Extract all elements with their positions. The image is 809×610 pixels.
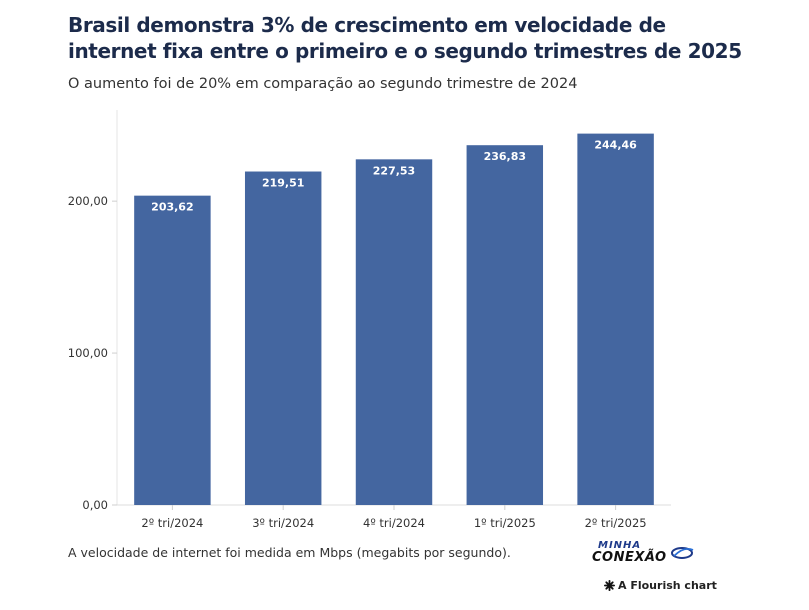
logo-line1: MINHA [598,540,642,551]
bar[interactable] [466,145,544,506]
x-tick-label: 1º tri/2025 [474,516,536,530]
bar[interactable] [134,195,211,505]
y-tick-label: 0,00 [82,498,108,512]
chart-subtitle: O aumento foi de 20% em comparação ao se… [68,76,578,92]
bar[interactable] [244,171,322,505]
y-tick-label: 100,00 [68,346,108,360]
minha-conexao-logo: MINHA CONEXÃO [592,538,702,566]
bar[interactable] [577,133,654,506]
x-tick-label: 4º tri/2024 [363,516,425,530]
flourish-asterisk-icon [604,580,615,591]
bar-value-label: 203,62 [151,201,193,214]
chart-title: Brasil demonstra 3% de crescimento em ve… [68,13,742,63]
x-axis: 2º tri/2024 3º tri/2024 4º tri/2024 1º tri/… [117,504,671,530]
bars: 203,62 219,51 227,53 236,83 244,46 [134,133,654,506]
bar-value-label: 244,46 [594,139,637,152]
x-tick-label: 2º tri/2024 [141,516,203,530]
logo-swoosh-icon [671,547,694,559]
y-tick-label: 200,00 [68,194,108,208]
bar-value-label: 219,51 [262,177,304,190]
x-tick-label: 3º tri/2024 [252,516,314,530]
flourish-credit[interactable]: A Flourish chart [604,579,717,592]
footnote: A velocidade de internet foi medida em M… [68,545,511,560]
bar-value-label: 227,53 [373,164,415,177]
logo-line2: CONEXÃO [592,550,667,565]
bar-chart: 0,00 100,00 200,00 2º tri/2024 3º tri/2024 4… [68,110,671,530]
bar-value-label: 236,83 [484,150,526,163]
x-tick-label: 2º tri/2025 [585,516,647,530]
flourish-credit-text: A Flourish chart [618,579,717,592]
bar[interactable] [355,159,433,506]
y-axis: 0,00 100,00 200,00 [68,110,118,512]
